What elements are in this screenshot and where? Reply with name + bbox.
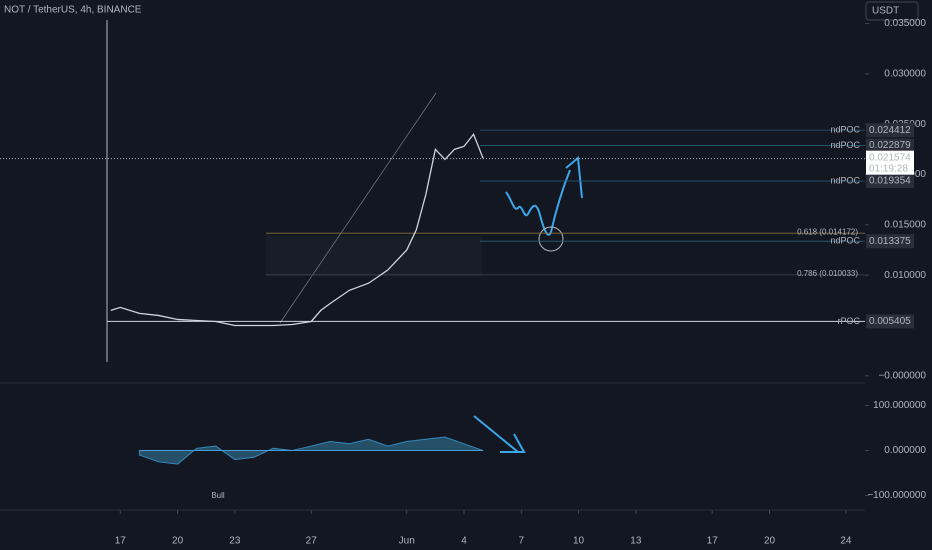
y-tick-label: 0.035000 [884, 18, 926, 29]
price-box [866, 123, 914, 138]
y-tick-label: 100.000000 [873, 400, 926, 411]
x-tick-label: 10 [573, 536, 585, 547]
poc-name: ndPOC [830, 140, 860, 150]
currency-button[interactable] [865, 1, 919, 21]
y-tick-label: −0.000000 [878, 370, 926, 381]
trend-line [279, 92, 437, 324]
x-tick-label: 13 [630, 536, 642, 547]
drawing-arrow [473, 415, 526, 453]
fib-zone [266, 236, 482, 276]
current-price-box [866, 150, 914, 175]
current-price: 0.021574 [869, 152, 911, 163]
poc-name: rPOC [838, 316, 861, 326]
x-tick-label: Jun [399, 536, 415, 547]
x-tick-label: 4 [461, 536, 467, 547]
y-tick-label: 0.010000 [884, 270, 926, 281]
drawing-circle [538, 226, 564, 252]
price-line [110, 132, 484, 327]
x-tick-label: 17 [115, 536, 127, 547]
drawing-arrow [565, 156, 583, 199]
x-tick-label: 23 [229, 536, 241, 547]
countdown: 01:19:28 [869, 163, 908, 174]
poc-name: ndPOC [830, 236, 860, 246]
poc-value: 0.019354 [869, 176, 911, 187]
x-tick-label: 17 [707, 536, 719, 547]
price-box [866, 138, 914, 153]
fib-label: 0.786 (0.010033) [797, 269, 858, 278]
poc-value: 0.022879 [869, 140, 911, 151]
x-tick-label: 7 [519, 536, 525, 547]
fib-label: 0.618 (0.014172) [797, 227, 858, 236]
y-tick-label: 0.000000 [884, 445, 926, 456]
x-tick-label: 20 [172, 536, 184, 547]
currency-label: USDT [872, 6, 899, 17]
drawing-arrow [505, 169, 571, 236]
poc-value: 0.005405 [869, 316, 911, 327]
price-box [866, 314, 914, 329]
oscillator-area [138, 436, 484, 465]
price-box [866, 234, 914, 249]
y-tick-label: 0.030000 [884, 69, 926, 80]
y-tick-label: 0.015000 [884, 219, 926, 230]
poc-value: 0.024412 [869, 125, 911, 136]
annotation: Bull [211, 491, 225, 500]
price-box [866, 174, 914, 189]
poc-value: 0.013375 [869, 236, 911, 247]
y-tick-label: −100.000000 [867, 490, 926, 501]
x-tick-label: 27 [306, 536, 318, 547]
poc-name: ndPOC [830, 124, 860, 134]
symbol-title: NOT / TetherUS, 4h, BINANCE [4, 5, 142, 16]
poc-name: ndPOC [830, 175, 860, 185]
x-tick-label: 20 [764, 536, 776, 547]
x-tick-label: 24 [840, 536, 852, 547]
